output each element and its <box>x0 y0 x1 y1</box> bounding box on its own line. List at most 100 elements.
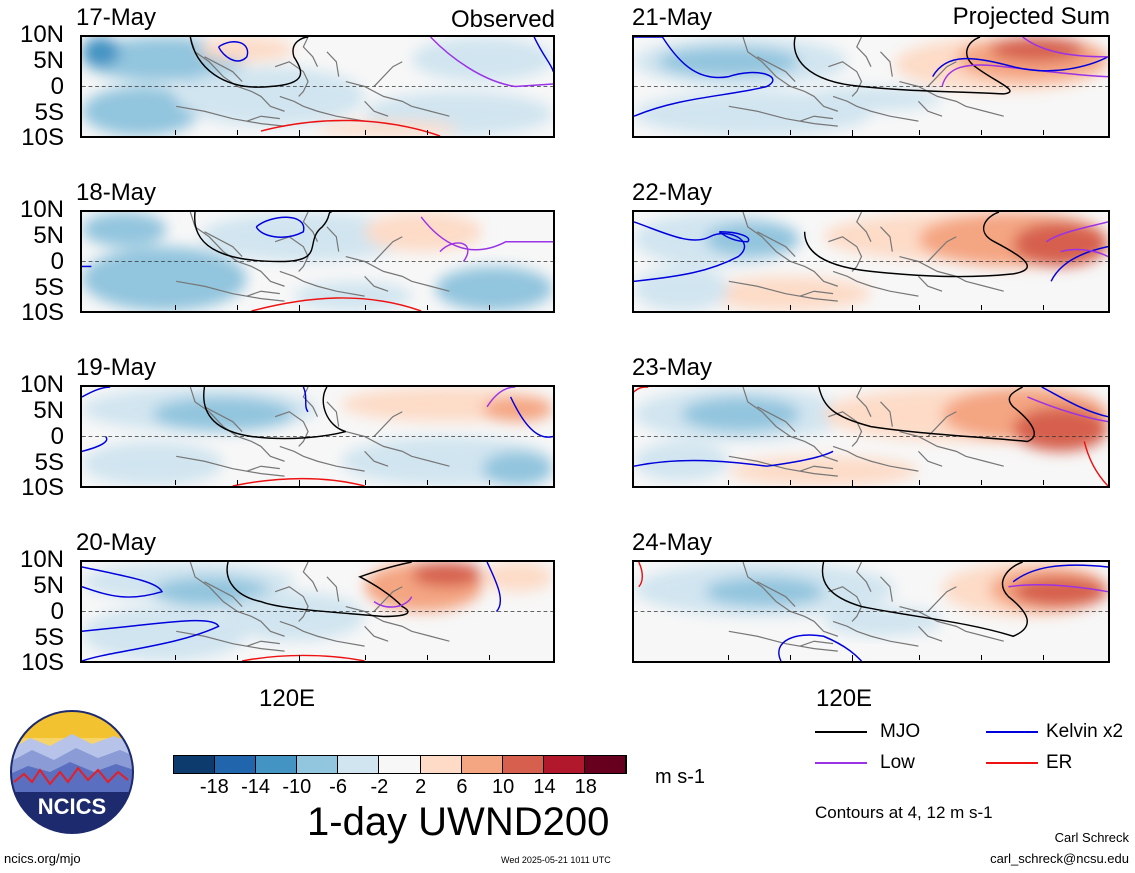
x-axis-tick <box>727 130 729 135</box>
x-axis-tick <box>175 655 176 660</box>
low-contour <box>1022 37 1108 58</box>
left-map-panel-2 <box>80 385 555 488</box>
x-axis-tick <box>426 130 428 135</box>
er-contour <box>251 297 422 311</box>
mjo-contour <box>793 37 1011 95</box>
x-axis-tick <box>298 130 300 138</box>
left-map-panel-1 <box>80 210 555 313</box>
kel-contour <box>634 37 774 117</box>
x-axis-tick <box>175 130 176 135</box>
field-blob <box>152 576 271 607</box>
x-axis-tick <box>851 130 853 138</box>
x-axis-tick <box>298 655 300 663</box>
x-axis-tick <box>851 305 853 313</box>
x-axis-tick <box>426 305 428 310</box>
x-axis-tick <box>980 305 982 310</box>
colorbar-swatch <box>297 756 339 773</box>
field-blob <box>482 451 553 486</box>
low-contour <box>1060 248 1108 258</box>
x-axis-tick <box>426 480 428 485</box>
kel-contour <box>1050 245 1108 282</box>
low-contour <box>439 242 469 262</box>
right-panel-2-date: 23-May <box>632 354 713 381</box>
x-axis-tick <box>727 655 729 660</box>
right-panel-1-date: 22-May <box>632 179 713 206</box>
x-axis-tick <box>236 305 238 310</box>
er-contour <box>634 387 649 393</box>
y-axis-label: 10N <box>19 546 64 573</box>
mjo-legend-line <box>815 731 867 733</box>
left-map-panel-3 <box>80 560 555 663</box>
mjo-legend-label: MJO <box>880 721 921 742</box>
x-axis-tick <box>727 480 729 485</box>
colorbar-units: m s-1 <box>655 766 705 788</box>
colorbar-swatch <box>543 756 585 773</box>
x-axis-tick <box>789 130 791 135</box>
kel-contour <box>718 231 750 243</box>
contours-note: Contours at 4, 12 m s-1 <box>815 803 993 822</box>
x-axis-tick <box>918 130 920 135</box>
low-legend-line <box>815 762 867 764</box>
x-axis-tick <box>851 655 853 663</box>
x-axis-tick <box>365 130 366 135</box>
field-blob <box>364 212 483 252</box>
kelvin-legend-line <box>986 731 1038 733</box>
y-axis-label: 5N <box>33 222 64 249</box>
colorbar-tick-label: 10 <box>492 776 515 798</box>
field-blob <box>293 281 412 311</box>
colorbar-tick-label: 6 <box>456 776 468 798</box>
field-blob <box>435 266 553 311</box>
er-contour <box>260 119 441 136</box>
field-blob <box>1013 406 1108 452</box>
colorbar-swatch <box>502 756 544 773</box>
footer-email: carl_schreck@ncsu.edu <box>990 851 1129 866</box>
x-axis-label-left: 120E <box>259 685 316 712</box>
left-panel-1-date: 18-May <box>76 179 157 206</box>
colorbar-swatch <box>379 756 421 773</box>
x-axis-tick <box>365 480 366 485</box>
er-contour <box>242 654 365 661</box>
field-blob <box>989 37 1085 62</box>
x-axis-tick <box>918 480 920 485</box>
observed-header: Observed <box>450 6 555 33</box>
kel-contour <box>82 387 111 398</box>
kel-contour <box>82 619 220 661</box>
logo-text: NCICS <box>38 794 106 819</box>
field-blob <box>223 591 365 642</box>
colorbar-swatch <box>461 756 503 773</box>
kel-contour <box>1012 564 1108 583</box>
colorbar-swatch <box>420 756 462 773</box>
footer-site: ncics.org/mjo <box>4 851 81 866</box>
field-blob <box>82 246 247 311</box>
x-axis-tick <box>1043 130 1045 135</box>
field-blob <box>152 396 294 432</box>
low-contour <box>1027 396 1108 423</box>
field-blob <box>657 46 800 77</box>
low-contour <box>420 216 553 251</box>
colorbar-tick-label: 14 <box>533 776 556 798</box>
colorbar-tick-label: -18 <box>199 776 229 798</box>
x-axis-tick <box>727 305 729 310</box>
y-axis-label: 0 <box>50 423 64 450</box>
y-axis-label: 5S <box>34 449 64 476</box>
footer-author: Carl Schreck <box>1054 830 1129 845</box>
kel-contour <box>1041 387 1108 418</box>
right-panel-0-date: 21-May <box>632 4 713 31</box>
colorbar-swatch <box>174 756 216 773</box>
x-axis-tick <box>298 305 300 313</box>
y-axis-label: 10N <box>19 21 64 48</box>
y-axis-label: 10S <box>21 124 64 151</box>
y-axis-label: 5N <box>33 572 64 599</box>
low-contour <box>486 387 516 408</box>
y-axis-label: 0 <box>50 598 64 625</box>
x-axis-tick <box>488 480 490 485</box>
x-axis-tick <box>851 480 853 488</box>
colorbar-swatch <box>215 756 257 773</box>
field-blob <box>411 562 483 587</box>
field-blob <box>411 37 553 82</box>
x-axis-tick <box>488 305 490 310</box>
x-axis-tick <box>365 655 366 660</box>
low-legend-label: Low <box>880 752 915 773</box>
mjo-contour <box>803 212 1028 278</box>
y-axis-label: 0 <box>50 73 64 100</box>
